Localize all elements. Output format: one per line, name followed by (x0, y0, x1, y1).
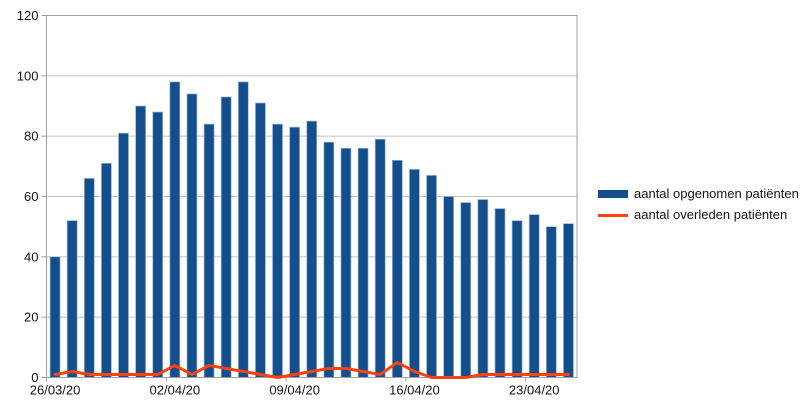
y-axis-label: 40 (24, 249, 38, 264)
bar (426, 175, 437, 378)
bar (409, 169, 420, 378)
bar (255, 102, 266, 378)
x-axis-label: 26/03/20 (30, 383, 81, 398)
legend-label-deceased: aantal overleden patiënten (634, 207, 788, 222)
bar (203, 123, 215, 378)
bar (511, 220, 523, 378)
bar (66, 220, 78, 378)
admitted-series-swatch (598, 190, 628, 198)
deaths-line (53, 360, 570, 379)
x-axis-label: 16/04/20 (389, 383, 440, 398)
bar (477, 199, 489, 378)
bar (357, 147, 369, 378)
bar (186, 93, 198, 378)
bar (101, 162, 112, 378)
x-axis-label: 09/04/20 (269, 383, 320, 398)
bar (272, 123, 283, 378)
bar (135, 105, 146, 378)
y-axis-label: 20 (24, 310, 38, 325)
bar (391, 159, 403, 378)
bar (460, 202, 472, 378)
bar (528, 214, 540, 378)
y-axis-label: 80 (24, 129, 38, 144)
bar (306, 120, 318, 378)
bar (545, 226, 557, 378)
bar (443, 196, 455, 378)
bar (323, 141, 335, 378)
chart-legend: aantal opgenomen patiënten aantal overle… (598, 186, 799, 223)
bar (237, 81, 249, 378)
bar (49, 256, 61, 378)
bar (289, 126, 300, 378)
bar (152, 111, 164, 378)
bar (340, 147, 352, 378)
legend-item-deceased: aantal overleden patiënten (598, 207, 799, 223)
bar (494, 208, 506, 378)
bar (374, 138, 386, 378)
y-axis-label: 0 (31, 370, 38, 385)
legend-item-admitted: aantal opgenomen patiënten (598, 186, 799, 202)
y-axis-label: 100 (17, 68, 39, 83)
y-axis-label: 60 (24, 189, 38, 204)
bar (169, 81, 181, 378)
deceased-series-swatch (598, 213, 628, 217)
bar (83, 178, 95, 378)
bar (118, 132, 129, 378)
bar (220, 96, 232, 378)
y-axis-label: 120 (17, 8, 39, 23)
x-axis-label: 02/04/20 (150, 383, 201, 398)
bar (563, 223, 574, 378)
plot-border (46, 15, 578, 378)
x-axis-label: 23/04/20 (509, 383, 560, 398)
legend-label-admitted: aantal opgenomen patiënten (634, 186, 799, 201)
